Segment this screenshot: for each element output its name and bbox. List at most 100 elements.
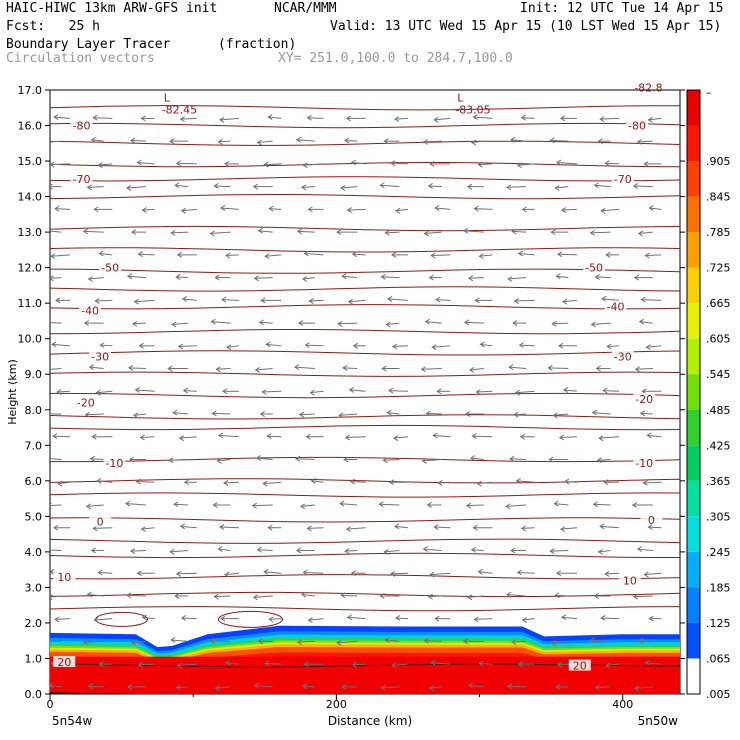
valid-time: Valid: 13 UTC Wed 15 Apr 15 (10 LST Wed … [330, 19, 722, 34]
vector-arrow [137, 661, 143, 668]
vector-arrow [479, 254, 493, 257]
vector-arrow [126, 273, 133, 280]
vector-arrow [89, 455, 95, 462]
vector-arrow [463, 230, 484, 233]
vector-arrow [225, 252, 231, 259]
vector-arrow [599, 116, 605, 123]
isotherm-line [50, 414, 680, 420]
vector-arrow [214, 185, 231, 188]
vector-arrow [518, 342, 524, 349]
vector-arrow [176, 162, 197, 165]
vector-arrow [173, 412, 189, 415]
vector-arrow [633, 185, 653, 188]
vector-arrow [170, 637, 176, 643]
vector-arrow [257, 227, 263, 234]
colorbar-label: .845 [706, 191, 731, 204]
isotherm-label: -70 [614, 173, 632, 186]
vector-arrow [212, 412, 231, 415]
vector-arrow [506, 504, 527, 507]
vector-arrow [391, 251, 397, 258]
vector-arrow [592, 501, 598, 508]
vector-arrow [380, 184, 400, 188]
label-bg [70, 119, 93, 131]
vector-arrow [91, 139, 104, 142]
vector-arrow [176, 251, 183, 258]
vector-arrow [225, 254, 240, 257]
colorbar-swatch [687, 516, 700, 552]
vector-arrow [254, 367, 260, 373]
vector-arrow [92, 525, 98, 532]
y-tick-label: 6.0 [25, 475, 43, 488]
vector-arrow [130, 639, 137, 646]
vector-arrow [209, 230, 215, 237]
vector-arrow [384, 637, 390, 643]
vector-arrow [352, 253, 366, 256]
vector-arrow [643, 571, 649, 578]
isotherm-line [50, 105, 680, 111]
vector-arrow [590, 231, 611, 234]
vector-arrow [337, 640, 358, 644]
vector-arrow [592, 412, 611, 415]
y-tick-label: 16.0 [18, 120, 43, 133]
vector-arrow [259, 321, 273, 324]
vector-arrow [343, 367, 358, 370]
vector-arrow [594, 184, 611, 188]
vector-arrow [132, 322, 146, 325]
vector-arrow [338, 412, 344, 419]
vector-arrow [55, 297, 61, 304]
colorbar-label: .425 [706, 439, 731, 452]
vector-arrow [50, 549, 62, 551]
vector-arrow [131, 640, 146, 644]
label-bg [79, 304, 102, 316]
vector-arrow [480, 343, 493, 347]
vector-arrow [550, 139, 569, 142]
vector-arrow [220, 615, 226, 622]
vector-arrow [432, 345, 451, 348]
vector-arrow [469, 455, 476, 462]
vector-arrow [344, 137, 350, 144]
vector-arrow [140, 436, 155, 438]
plot-frame [49, 89, 681, 695]
vector-arrow [554, 185, 560, 191]
vector-arrow [85, 503, 91, 510]
vector-arrow [342, 275, 358, 279]
y-tick-label: 0.0 [25, 688, 43, 701]
vector-arrow [643, 160, 649, 167]
vector-arrow [633, 685, 640, 692]
vector-arrow [57, 480, 63, 487]
label-bg [74, 396, 97, 408]
vector-arrow [211, 410, 217, 417]
vector-arrow [521, 617, 527, 624]
isotherm-label: -20 [635, 393, 653, 406]
vector-arrow [394, 117, 408, 120]
vector-arrow [50, 504, 62, 507]
vector-arrow [257, 638, 263, 645]
vector-arrow [96, 390, 113, 394]
isotherm-line [50, 286, 680, 292]
vector-arrow [170, 549, 189, 553]
vector-arrow [390, 160, 396, 167]
y-tick-label: 4.0 [25, 546, 43, 559]
vector-arrow [125, 185, 132, 191]
vector-arrow [174, 182, 180, 189]
vector-arrow [127, 275, 146, 279]
vector-arrow [512, 640, 527, 643]
vector-arrow [294, 366, 315, 370]
vector-arrow [555, 594, 569, 597]
isotherm-line [50, 193, 680, 200]
vector-arrow [306, 525, 312, 532]
vector-arrow [518, 252, 535, 256]
vector-arrow [140, 526, 146, 533]
vector-arrow [472, 524, 478, 531]
vector-arrow [136, 570, 142, 577]
vector-arrow [350, 481, 366, 483]
isotherm-label: -50 [101, 262, 119, 275]
vector-arrow [220, 207, 240, 210]
vector-arrow [561, 208, 577, 211]
vector-arrow [136, 481, 155, 483]
y-tick-label: 5.0 [25, 510, 43, 523]
vector-arrow [474, 208, 493, 210]
vector-arrow [471, 433, 477, 439]
vector-arrow [394, 523, 400, 530]
vector-arrow [50, 253, 56, 260]
